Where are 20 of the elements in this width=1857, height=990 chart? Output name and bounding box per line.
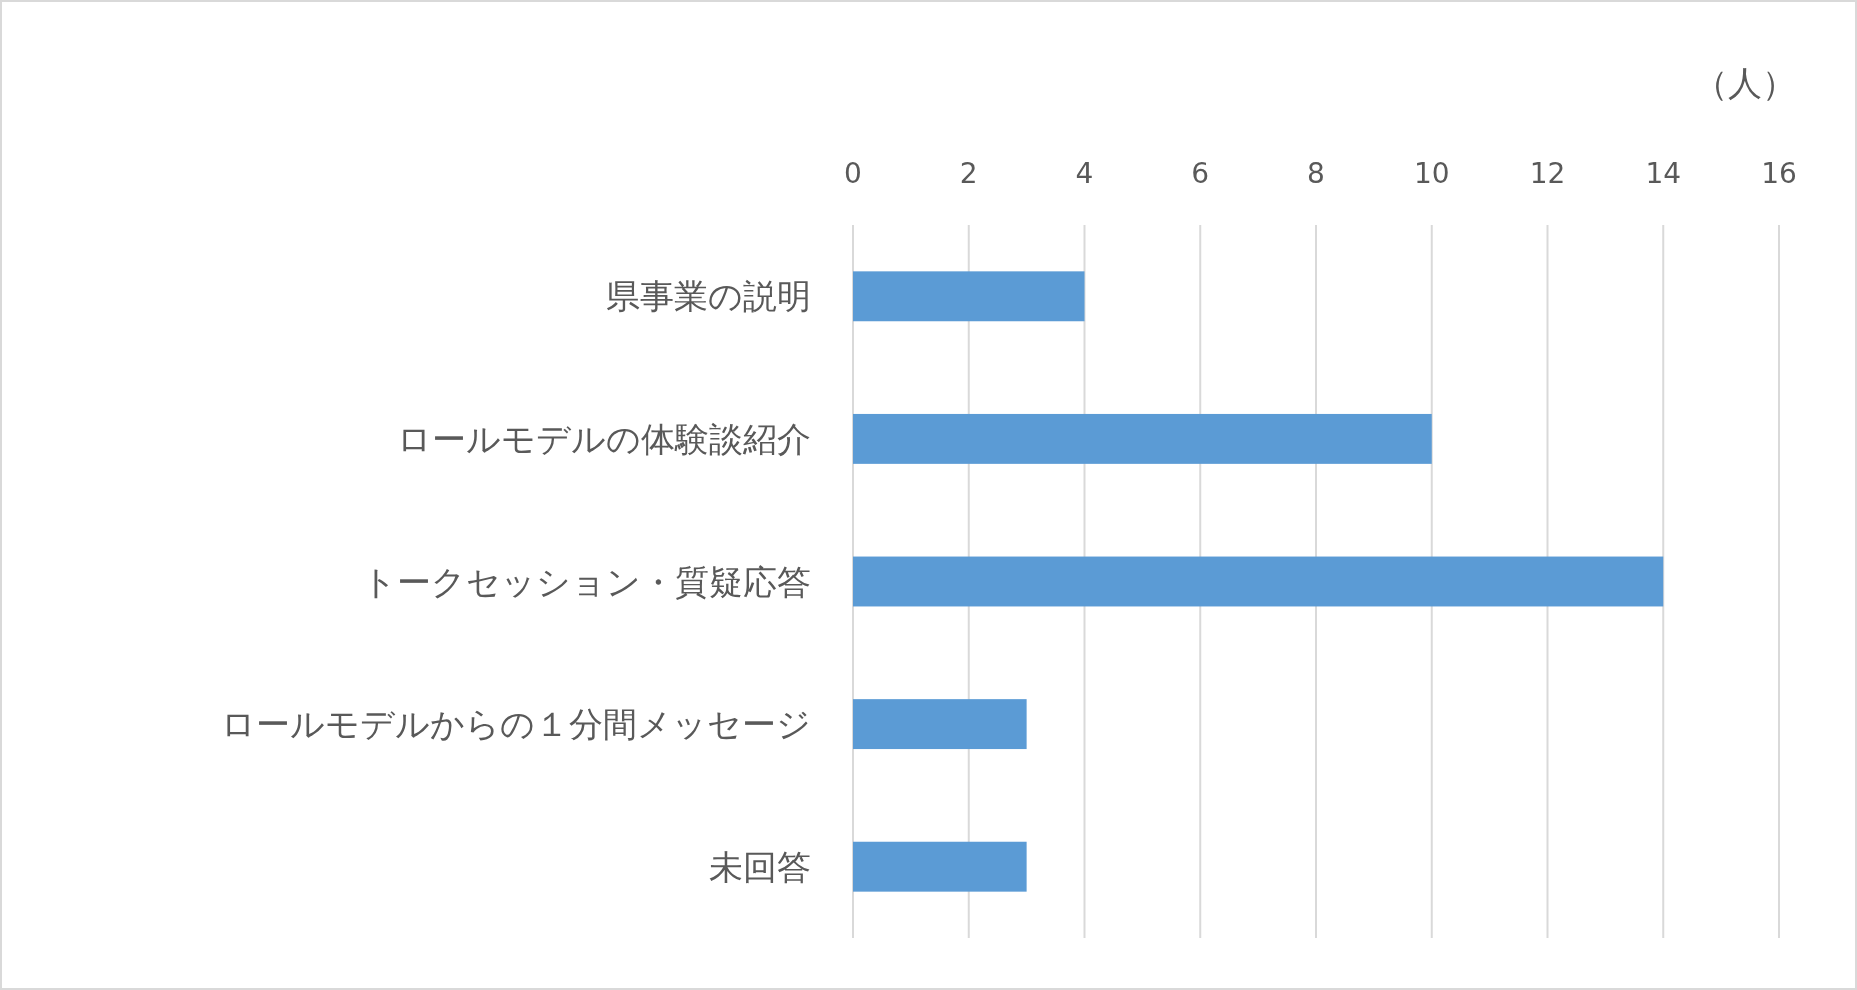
y-tick-label: ロールモデルからの１分間メッセージ xyxy=(221,704,811,745)
x-axis-title: （人） xyxy=(1694,63,1796,103)
x-tick-label: 14 xyxy=(1645,157,1682,190)
x-tick-label: 6 xyxy=(1191,157,1210,190)
x-tick-label: 12 xyxy=(1529,157,1566,190)
y-tick-label: トークセッション・質疑応答 xyxy=(362,561,811,602)
x-tick-label: 10 xyxy=(1413,157,1450,190)
y-tick-label: 県事業の説明 xyxy=(606,276,811,317)
x-tick-label: 16 xyxy=(1761,157,1797,190)
bar xyxy=(853,841,1027,892)
bar xyxy=(853,413,1432,464)
bar xyxy=(853,556,1664,607)
x-tick-label: 4 xyxy=(1075,157,1094,190)
x-tick-label: 2 xyxy=(959,157,978,190)
bar xyxy=(853,699,1027,750)
x-tick-label: 0 xyxy=(844,157,862,190)
bar xyxy=(853,271,1085,322)
x-tick-label: 8 xyxy=(1307,157,1325,190)
y-tick-label: 未回答 xyxy=(709,846,811,887)
y-tick-label: ロールモデルの体験談紹介 xyxy=(397,418,811,459)
